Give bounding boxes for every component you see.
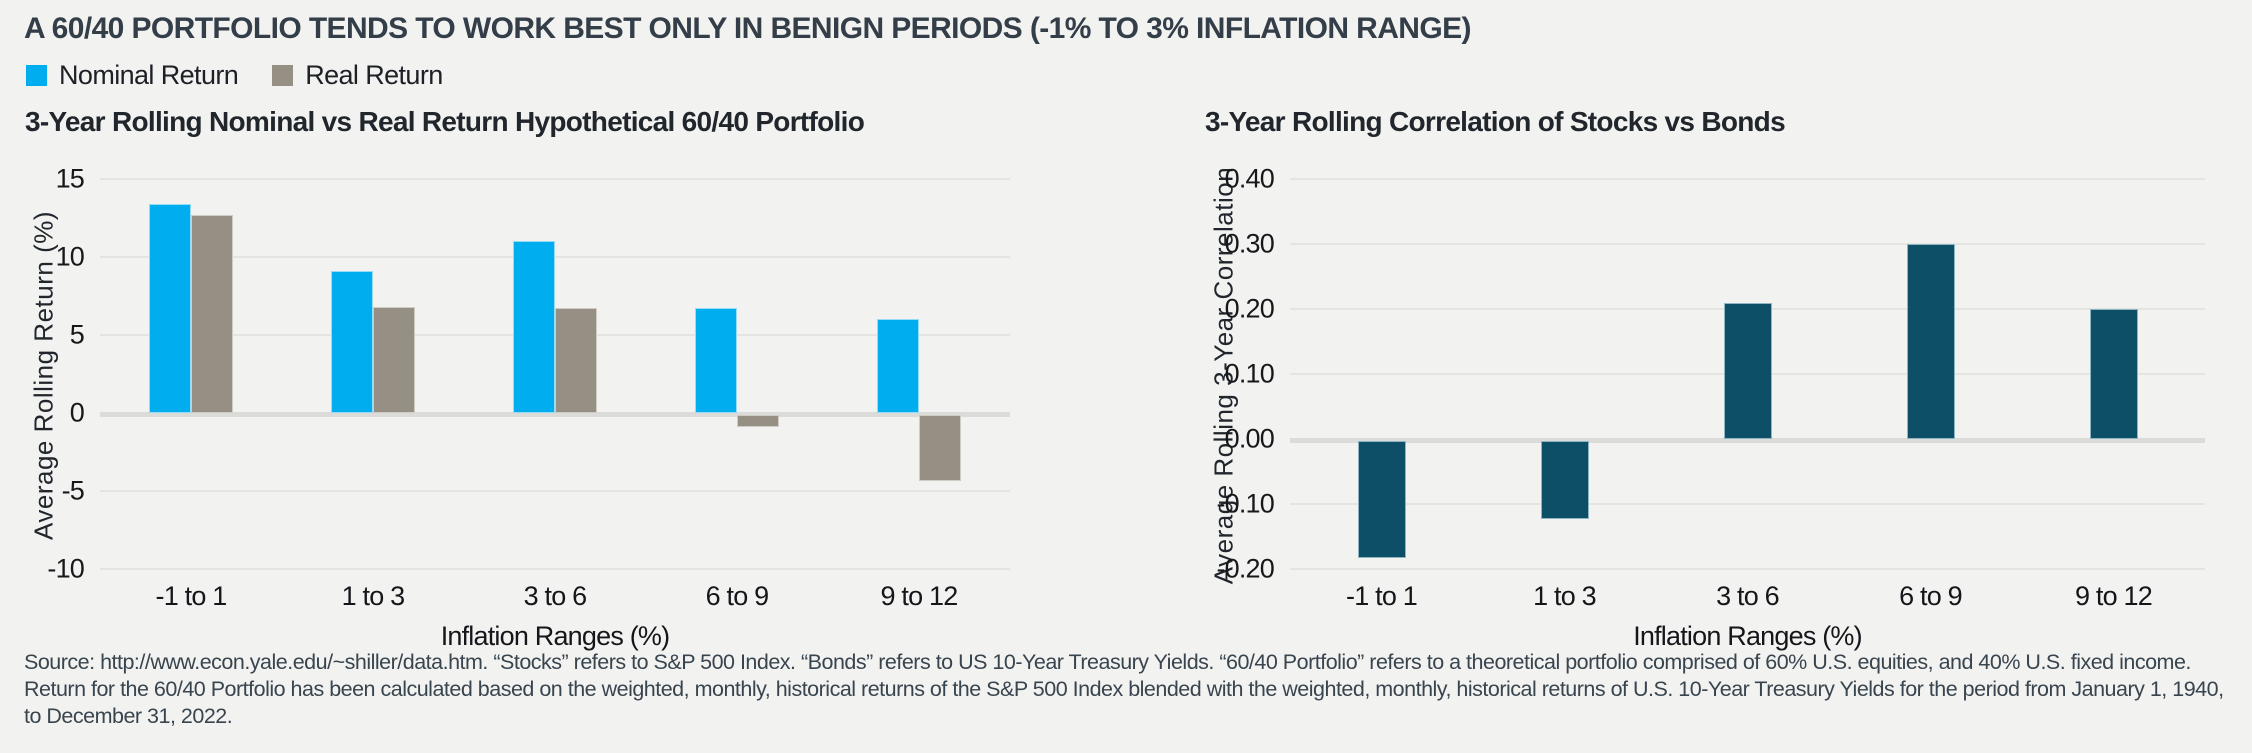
category-group-1-to-1: [100, 179, 282, 569]
x-tick-label-1-to-1: -1 to 1: [155, 581, 228, 611]
y-tick-label: -0.10: [1216, 488, 1274, 519]
bar-correlation-9-to-12: [2089, 309, 2138, 439]
bar-real-return-9-to-12: [919, 415, 961, 481]
legend-label: Real Return: [305, 60, 443, 90]
legend-swatch-real-return: [272, 65, 294, 86]
y-tick-label: 0.40: [1224, 163, 1275, 194]
category-group-1-to-3: [282, 179, 464, 569]
y-tick-label: 0.00: [1224, 423, 1275, 454]
y-tick-label: 15: [55, 163, 85, 194]
category-group-1-to-1: [1290, 179, 1473, 569]
zero-gridline: [1290, 437, 2205, 443]
bar-nominal-return-1-to-1: [149, 203, 191, 413]
zero-gridline: [100, 411, 1010, 417]
y-tick-label: 0.20: [1224, 293, 1275, 324]
bar-real-return-1-to-1: [191, 214, 233, 413]
bar-nominal-return-3-to-6: [513, 241, 555, 413]
source-disclaimer-text: Source: http://www.econ.yale.edu/~shille…: [24, 650, 2224, 728]
gridline: [100, 568, 1010, 570]
bar-correlation-1-to-3: [1540, 441, 1589, 519]
gridline: [100, 256, 1010, 258]
chart-left-x-axis-label: Inflation Ranges (%): [440, 621, 670, 651]
category-group-9-to-12: [828, 179, 1010, 569]
legend-swatch-nominal-return: [26, 65, 47, 86]
x-tick-label-1-to-1: -1 to 1: [1346, 581, 1418, 611]
chart-right-x-axis-label: Inflation Ranges (%): [1633, 621, 1862, 651]
bar-nominal-return-6-to-9: [695, 308, 737, 413]
category-group-6-to-9: [1839, 179, 2022, 569]
figure-title: A 60/40 PORTFOLIO TENDS TO WORK BEST ONL…: [24, 12, 1471, 45]
chart-right-title: 3-Year Rolling Correlation of Stocks vs …: [1205, 106, 1786, 137]
y-tick-label: -5: [61, 475, 85, 506]
gridline: [100, 490, 1010, 492]
legend: Nominal Return Real Return: [26, 60, 443, 91]
y-tick-label: 0.10: [1224, 358, 1275, 389]
x-tick-label-3-to-6: 3 to 6: [523, 581, 588, 611]
y-tick-label: -0.20: [1216, 553, 1274, 584]
bar-real-return-1-to-3: [373, 306, 415, 413]
legend-item-nominal-return: Nominal Return: [26, 60, 239, 91]
chart-left-y-axis-label: Average Rolling Return (%): [28, 211, 59, 540]
bar-correlation-6-to-9: [1906, 244, 1955, 439]
x-tick-label-3-to-6: 3 to 6: [1716, 581, 1780, 611]
x-tick-label-1-to-3: 1 to 3: [1533, 581, 1597, 611]
x-tick-label-1-to-3: 1 to 3: [341, 581, 406, 611]
gridline: [1290, 503, 2205, 505]
x-tick-label-6-to-9: 6 to 9: [705, 581, 770, 611]
chart-left-plot-area: Inflation Ranges (%) 15 10 5 0 -5 -10 -1 to 1 1…: [47, 164, 1010, 651]
y-tick-label: 0: [69, 397, 85, 428]
chart-right-plot-area: Inflation Ranges (%) 0.40 0.30 0.20 0.10 0.0…: [1216, 164, 2205, 651]
y-tick-label: 10: [55, 241, 85, 272]
bar-correlation-3-to-6: [1723, 302, 1772, 439]
bar-nominal-return-1-to-3: [331, 271, 373, 413]
x-tick-label-6-to-9: 6 to 9: [1899, 581, 1963, 611]
gridline: [1290, 568, 2205, 570]
gridline: [1290, 178, 2205, 180]
legend-label: Nominal Return: [59, 60, 239, 90]
y-tick-label: -10: [47, 553, 84, 584]
category-group-9-to-12: [2022, 179, 2205, 569]
x-tick-label-9-to-12: 9 to 12: [880, 581, 959, 611]
legend-item-real-return: Real Return: [272, 60, 443, 91]
x-tick-label-9-to-12: 9 to 12: [2075, 581, 2153, 611]
gridline: [100, 178, 1010, 180]
bar-nominal-return-9-to-12: [877, 319, 919, 413]
category-group-6-to-9: [646, 179, 828, 569]
chart-left-title: 3-Year Rolling Nominal vs Real Return Hy…: [25, 106, 865, 137]
bar-real-return-3-to-6: [555, 308, 597, 413]
bar-correlation-1-to-1: [1357, 441, 1406, 558]
gridline: [1290, 243, 2205, 245]
bar-real-return-6-to-9: [737, 415, 779, 428]
category-group-3-to-6: [464, 179, 646, 569]
y-tick-label: 0.30: [1224, 228, 1275, 259]
y-tick-label: 5: [69, 319, 85, 350]
category-group-3-to-6: [1656, 179, 1839, 569]
category-group-1-to-3: [1473, 179, 1656, 569]
